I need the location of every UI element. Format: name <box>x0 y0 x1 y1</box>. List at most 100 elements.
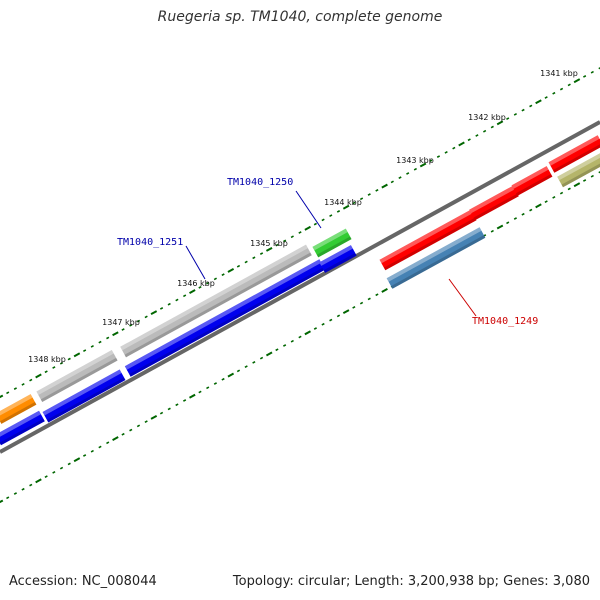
outer-tick-mark <box>352 201 356 205</box>
genome-backbone <box>0 120 600 454</box>
outer-tick-mark <box>436 155 441 158</box>
label-leader-line <box>448 278 477 317</box>
inner-tick-mark <box>552 196 556 199</box>
tick-label: 1341 kbp <box>540 69 578 78</box>
outer-tick-mark <box>381 183 388 189</box>
tick-label: 1348 kbp <box>28 355 66 364</box>
outer-tick-mark <box>67 357 71 361</box>
outer-tick-mark <box>513 113 517 116</box>
inner-tick-mark <box>275 348 279 352</box>
outer-tick-mark <box>6 391 10 395</box>
inner-tick-mark <box>129 428 133 432</box>
inner-tick-mark <box>73 457 81 463</box>
inner-tick-mark <box>244 365 248 368</box>
outer-tick-mark <box>535 99 542 105</box>
inner-tick-mark <box>98 445 102 449</box>
tick-label: 1346 kbp <box>177 279 215 288</box>
inner-tick-mark <box>321 322 325 326</box>
inner-tick-track <box>0 171 600 504</box>
inner-tick-mark <box>342 309 350 315</box>
gene-arrow-orange <box>0 394 37 424</box>
inner-tick-mark <box>298 335 302 339</box>
gene-arrow-red <box>548 135 600 173</box>
outer-tick-mark <box>275 243 279 247</box>
map-title: Ruegeria sp. TM1040, complete genome <box>157 9 443 25</box>
outer-tick-mark <box>367 193 371 196</box>
gene-arrow-blue <box>0 410 45 446</box>
inner-tick-mark <box>112 436 119 441</box>
gene-labels: TM1040_1250 TM1040_1251 TM1040_1249 <box>117 177 538 327</box>
outer-tick-mark <box>429 159 433 163</box>
outer-tick-mark <box>159 307 164 310</box>
inner-tick-mark <box>144 420 148 423</box>
inner-tick-mark <box>352 306 356 309</box>
outer-tick-mark <box>244 260 248 264</box>
outer-tick-mark <box>121 328 125 331</box>
outer-tick-mark <box>73 352 81 358</box>
outer-tick-mark <box>552 91 556 95</box>
outer-tick-mark <box>521 108 525 112</box>
inner-tick-mark <box>496 224 504 230</box>
outer-tick-mark <box>83 349 87 352</box>
gene-arrow-red <box>469 185 519 221</box>
inner-tick-mark <box>213 382 217 385</box>
outer-tick-mark <box>304 225 311 231</box>
inner-tick-mark <box>513 217 517 220</box>
outer-tick-mark <box>483 129 487 133</box>
outer-tick-mark <box>221 273 225 277</box>
outer-tick-mark <box>583 75 587 78</box>
inner-tick-mark <box>265 351 273 357</box>
inner-tick-mark <box>521 212 525 216</box>
outer-tick-mark <box>183 294 187 298</box>
outer-tick-mark <box>598 67 600 70</box>
inner-tick-mark <box>221 377 225 381</box>
gene-arrow-blue <box>42 369 126 423</box>
label-leader-line <box>295 190 322 229</box>
outer-tick-mark <box>13 387 17 390</box>
outer-tick-mark <box>144 315 148 319</box>
outer-tick-mark <box>559 87 564 91</box>
outer-tick-mark <box>398 176 402 180</box>
outer-tick-mark <box>452 146 456 150</box>
outer-tick-mark <box>359 197 364 201</box>
outer-tick-mark <box>467 138 471 142</box>
inner-tick-mark <box>529 208 533 212</box>
outer-tick-mark <box>375 188 379 192</box>
outer-tick-mark <box>529 104 533 108</box>
inner-tick-mark <box>67 462 71 466</box>
outer-tick-mark <box>336 210 341 213</box>
inner-tick-mark <box>90 449 94 453</box>
inner-tick-mark <box>336 314 341 318</box>
inner-tick-mark <box>189 393 196 399</box>
outer-tick-mark <box>206 281 210 285</box>
outer-tick-mark <box>29 378 33 382</box>
gene-arrow-red <box>511 166 553 196</box>
inner-tick-mark <box>544 200 548 203</box>
gene-track <box>0 135 600 446</box>
gene-label: TM1040_1251 <box>117 237 183 248</box>
outer-tick-mark <box>0 394 4 399</box>
outer-tick-mark <box>573 78 581 84</box>
inner-tick-mark <box>567 187 571 191</box>
outer-tick-mark <box>506 117 510 120</box>
inner-tick-mark <box>136 424 141 428</box>
inner-tick-mark <box>150 414 158 420</box>
inner-tick-mark <box>535 203 542 209</box>
gene-arrow-gray <box>120 244 312 358</box>
gene-label: TM1040_1250 <box>227 177 293 188</box>
outer-tick-mark <box>458 141 465 147</box>
outer-tick-mark <box>290 235 294 239</box>
outer-tick-mark <box>390 180 394 184</box>
outer-tick-mark <box>259 252 264 255</box>
inner-tick-mark <box>329 318 333 322</box>
gene-label: TM1040_1249 <box>472 316 538 327</box>
inner-tick-mark <box>206 386 210 390</box>
outer-tick-mark <box>313 222 317 226</box>
outer-tick-track <box>0 67 600 399</box>
outer-tick-mark <box>590 70 594 74</box>
inner-tick-mark <box>44 475 48 478</box>
inner-tick-mark <box>159 411 164 415</box>
inner-tick-mark <box>121 432 125 436</box>
outer-tick-mark <box>342 204 350 210</box>
